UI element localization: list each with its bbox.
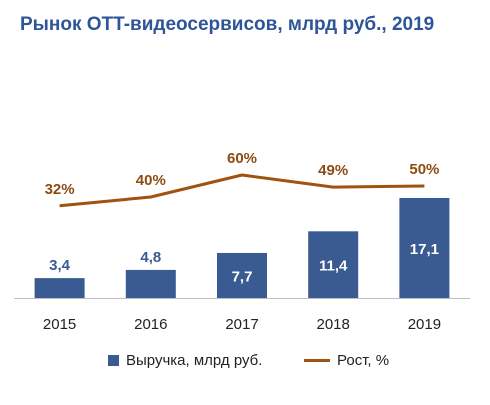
legend-swatch-revenue <box>108 355 119 366</box>
chart-title: Рынок OTT-видеосервисов, млрд руб., 2019 <box>20 14 435 35</box>
growth-line <box>59 173 425 208</box>
growth-value-label-2018: 49% <box>318 162 348 179</box>
bar-value-label-2019: 17,1 <box>410 241 439 258</box>
x-tick-label-2015: 2015 <box>43 316 76 333</box>
bar-value-label-2016: 4,8 <box>140 249 161 266</box>
legend: Выручка, млрд руб. Рост, % <box>0 352 490 374</box>
legend-item-growth: Рост, % <box>304 352 389 369</box>
bar-value-label-2018: 11,4 <box>319 258 348 275</box>
x-tick-label-2019: 2019 <box>408 316 441 333</box>
bar-value-label-2015: 3,4 <box>49 257 71 274</box>
labels-layer: 3,4 4,8 7,7 11,4 17,1 2015 2016 2017 2018 2019 32%… <box>43 150 441 333</box>
x-tick-label-2016: 2016 <box>134 316 167 333</box>
x-tick-label-2017: 2017 <box>225 316 258 333</box>
legend-label-revenue: Выручка, млрд руб. <box>126 352 263 369</box>
bar-2015 <box>34 278 85 298</box>
growth-value-label-2015: 32% <box>45 181 75 198</box>
bar-2018 <box>308 231 359 298</box>
bar-2017 <box>217 252 267 298</box>
legend-label-growth: Рост, % <box>337 352 390 369</box>
growth-value-label-2017: 60% <box>227 150 257 167</box>
bar-2019 <box>399 197 450 298</box>
legend-swatch-growth <box>304 359 330 362</box>
bar-2016 <box>125 269 176 298</box>
growth-value-label-2019: 50% <box>409 161 439 178</box>
legend-item-revenue: Выручка, млрд руб. <box>108 352 262 369</box>
x-tick-label-2018: 2018 <box>317 316 350 333</box>
growth-line-layer <box>59 173 425 208</box>
bars-layer <box>34 197 450 298</box>
growth-value-label-2016: 40% <box>136 172 166 189</box>
bar-value-label-2017: 7,7 <box>232 268 253 285</box>
